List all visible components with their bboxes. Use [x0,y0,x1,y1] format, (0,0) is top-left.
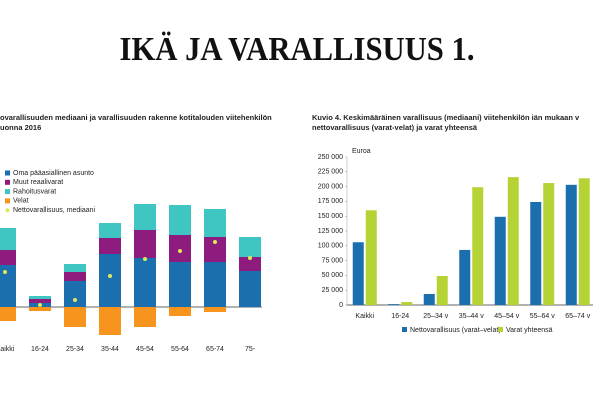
bar [472,187,484,305]
x-tick-label: 65-74 [206,346,224,353]
bar-segment [134,307,156,327]
median-dot [3,270,7,274]
chart-title: uonna 2016 [0,123,41,132]
bar-segment [64,281,86,307]
bar-segment [204,262,226,307]
x-tick-label: Kaikki [0,346,15,353]
y-tick-label: 100 000 [318,243,343,250]
bar-segment [239,271,261,307]
legend-swatch [498,327,503,332]
bar [459,249,471,305]
legend-swatch [5,189,10,195]
bar-segment [99,307,121,335]
x-tick-label: 65–74 v [565,313,590,320]
x-tick-label: 55-64 [171,346,189,353]
legend-swatch [5,208,10,213]
bar [494,216,506,305]
bar-segment [169,235,191,262]
y-tick-label: 200 000 [318,183,343,190]
x-tick-label: 45–54 v [494,313,519,320]
bar [543,183,555,305]
x-tick-label: 55–64 v [530,313,555,320]
median-dot [38,303,42,307]
bar-segment [169,205,191,235]
bar-segment [0,228,16,250]
chart-title: nettovarallisuus (varat-velat) ja varat … [312,123,478,132]
x-tick-label: 16-24 [391,313,409,320]
median-dot [248,256,252,260]
x-tick-label: 75- [245,346,256,353]
legend-swatch [5,198,10,204]
median-dot [178,249,182,253]
median-dot [73,298,77,302]
bar-segment [169,262,191,307]
bar-segment [64,264,86,272]
y-tick-label: 25 000 [322,287,344,294]
bar-segment [204,209,226,237]
bar-segment [29,307,51,311]
page-title: IKÄ JA VARALLISUUS 1. [120,31,475,68]
bar-segment [99,254,121,307]
x-tick-label: 25–34 v [423,313,448,320]
bar [365,210,377,305]
bar [352,242,364,305]
legend-label: Varat yhteensä [506,327,553,334]
median-dot [108,274,112,278]
bar-segment [29,296,51,299]
bar [507,177,519,305]
chart-title: ovarallisuuden mediaani ja varallisuuden… [0,113,272,122]
bar-segment [64,272,86,281]
x-tick-label: 25-34 [66,346,84,353]
y-tick-label: 50 000 [322,272,344,279]
y-tick-label: 250 000 [318,154,343,161]
x-tick-label: 35-44 [101,346,119,353]
y-tick-label: 125 000 [318,228,343,235]
y-tick-label: 225 000 [318,169,343,176]
legend-label: Nettovarallisuus, mediaani [13,207,96,214]
bar-segment [29,299,51,303]
x-tick-label: 35–44 v [459,313,484,320]
bar [401,302,413,305]
bar-segment [204,307,226,312]
y-tick-label: 150 000 [318,213,343,220]
bar-segment [64,307,86,327]
bar [436,275,448,305]
bar-segment [134,258,156,307]
y-tick-label: 175 000 [318,198,343,205]
bar-segment [0,307,16,321]
bar-segment [0,265,16,307]
bar-segment [134,230,156,258]
x-tick-label: 16-24 [31,346,49,353]
legend-label: Rahoitusvarat [13,188,56,195]
legend-swatch [5,170,10,176]
bar-segment [0,250,16,265]
bar-segment [99,238,121,254]
chart-title: Kuvio 4. Keskimääräinen varallisuus (med… [312,113,580,122]
legend-label: Muut reaalivarat [13,179,63,186]
x-tick-label: 45-54 [136,346,154,353]
bar [565,184,577,305]
legend-label: Nettovarallisuus (varat–velat) [410,327,501,334]
bar [578,178,590,305]
y-axis-label: Euroa [352,148,371,155]
bar-segment [239,257,261,271]
legend-swatch [5,179,10,185]
bar-segment [239,237,261,257]
bar-segment [134,204,156,230]
bar-segment [169,307,191,316]
bar [530,201,542,305]
bar-segment [99,223,121,238]
y-tick-label: 75 000 [322,257,344,264]
legend-swatch [402,327,407,332]
bar [423,293,435,305]
legend-label: Oma pääasiallinen asunto [13,170,94,177]
y-tick-label: 0 [339,302,343,309]
median-dot [143,257,147,261]
x-tick-label: Kaikki [355,313,374,320]
legend-label: Velat [13,198,29,205]
bar [388,304,400,305]
bar-segment [204,237,226,262]
median-dot [213,240,217,244]
